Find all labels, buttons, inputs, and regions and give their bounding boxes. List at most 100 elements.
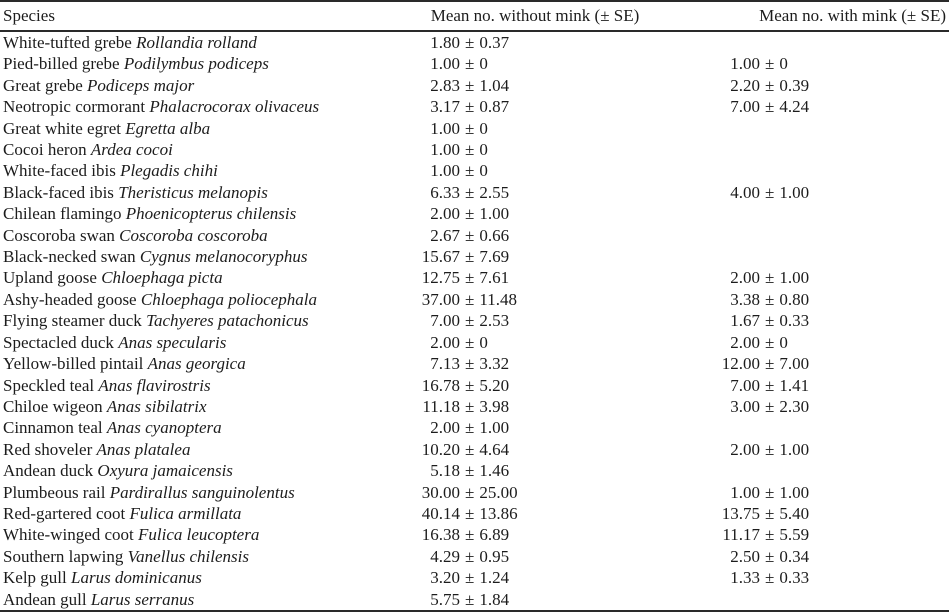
species-scientific-name: Larus serranus bbox=[90, 589, 195, 609]
se-value: 0.66 bbox=[479, 225, 510, 245]
mean-with-mink-cell: 7.00 ±4.24 bbox=[650, 96, 949, 117]
without-mink-value: 5.18 ±1.46 bbox=[420, 460, 509, 481]
mean-value: 1.00 bbox=[430, 118, 460, 138]
mean-value: 7.13 bbox=[430, 354, 460, 374]
species-scientific-name: Anas specularis bbox=[118, 332, 227, 352]
species-cell: Speckled teal Anas flavirostris bbox=[0, 375, 420, 396]
mean-value: 2.67 bbox=[430, 225, 460, 245]
se-value: 5.40 bbox=[779, 503, 810, 523]
with-mink-value: 12.00 ±7.00 bbox=[720, 353, 809, 374]
mean-without-mink-cell: 37.00 ±11.48 bbox=[420, 289, 650, 310]
plus-minus-sign: ± bbox=[765, 75, 775, 95]
species-scientific-name: Anas sibilatrix bbox=[106, 396, 207, 416]
without-mink-value: 6.33 ±2.55 bbox=[420, 182, 509, 203]
species-cell: Great white egret Egretta alba bbox=[0, 118, 420, 139]
mean-with-mink-cell: 2.00 ±0 bbox=[650, 332, 949, 353]
se-value: 0.34 bbox=[779, 546, 810, 566]
with-mink-value: 2.00 ±0 bbox=[720, 332, 788, 353]
table-row: Coscoroba swan Coscoroba coscoroba 2.67 ±… bbox=[0, 225, 949, 246]
mean-without-mink-cell: 16.38 ±6.89 bbox=[420, 524, 650, 545]
species-scientific-name: Podiceps major bbox=[87, 75, 195, 95]
mean-value: 10.20 bbox=[421, 439, 460, 459]
species-scientific-name: Vanellus chilensis bbox=[127, 546, 250, 566]
with-mink-value: 2.00 ±1.00 bbox=[720, 267, 809, 288]
plus-minus-sign: ± bbox=[465, 225, 475, 245]
species-cell: Flying steamer duck Tachyeres patachonic… bbox=[0, 310, 420, 331]
mean-value: 1.67 bbox=[730, 311, 760, 331]
species-scientific-name: Pardirallus sanguinolentus bbox=[109, 482, 295, 502]
mean-value: 5.18 bbox=[430, 461, 460, 481]
with-mink-value: 11.17 ±5.59 bbox=[720, 524, 809, 545]
species-scientific-name: Ardea cocoi bbox=[90, 140, 173, 160]
mean-value: 12.75 bbox=[421, 268, 460, 288]
se-value: 7.00 bbox=[779, 354, 810, 374]
mean-without-mink-cell: 10.20 ±4.64 bbox=[420, 439, 650, 460]
se-value: 5.59 bbox=[779, 525, 810, 545]
species-cell: Andean gull Larus serranus bbox=[0, 588, 420, 612]
species-cell: Red-gartered coot Fulica armillata bbox=[0, 503, 420, 524]
with-mink-value: 3.00 ±2.30 bbox=[720, 396, 809, 417]
plus-minus-sign: ± bbox=[465, 503, 475, 523]
species-cell: Red shoveler Anas platalea bbox=[0, 439, 420, 460]
species-common-name: Black-faced ibis bbox=[3, 182, 114, 202]
mean-without-mink-cell: 2.67 ±0.66 bbox=[420, 225, 650, 246]
mean-value: 3.38 bbox=[730, 289, 760, 309]
species-cell: Chilean flamingo Phoenicopterus chilensi… bbox=[0, 203, 420, 224]
table-row: White-faced ibis Plegadis chihi 1.00 ±0 bbox=[0, 160, 949, 181]
without-mink-value: 12.75 ±7.61 bbox=[420, 267, 509, 288]
without-mink-value: 3.17 ±0.87 bbox=[420, 96, 509, 117]
species-cell: Black-faced ibis Theristicus melanopis bbox=[0, 182, 420, 203]
species-scientific-name: Oxyura jamaicensis bbox=[97, 461, 233, 481]
mean-with-mink-cell: 4.00 ±1.00 bbox=[650, 182, 949, 203]
mean-without-mink-cell: 30.00 ±25.00 bbox=[420, 482, 650, 503]
se-value: 6.89 bbox=[479, 525, 510, 545]
species-common-name: Neotropic cormorant bbox=[3, 97, 146, 117]
mean-value: 6.33 bbox=[430, 182, 460, 202]
species-cell: Great grebe Podiceps major bbox=[0, 75, 420, 96]
table-row: White-tufted grebe Rollandia rolland 1.8… bbox=[0, 31, 949, 53]
se-value: 0.37 bbox=[479, 33, 510, 52]
mean-with-mink-cell bbox=[650, 225, 949, 246]
se-value: 3.98 bbox=[479, 396, 510, 416]
with-mink-value: 3.38 ±0.80 bbox=[720, 289, 809, 310]
mean-with-mink-cell: 2.50 ±0.34 bbox=[650, 546, 949, 567]
with-mink-value: 1.67 ±0.33 bbox=[720, 310, 809, 331]
mean-without-mink-cell: 16.78 ±5.20 bbox=[420, 375, 650, 396]
species-scientific-name: Chloephaga poliocephala bbox=[140, 289, 317, 309]
plus-minus-sign: ± bbox=[465, 568, 475, 588]
species-scientific-name: Plegadis chihi bbox=[120, 161, 218, 181]
mean-value: 12.00 bbox=[721, 354, 760, 374]
mean-value: 4.00 bbox=[730, 182, 760, 202]
species-scientific-name: Larus dominicanus bbox=[71, 568, 202, 588]
plus-minus-sign: ± bbox=[765, 375, 775, 395]
plus-minus-sign: ± bbox=[465, 54, 475, 74]
plus-minus-sign: ± bbox=[765, 396, 775, 416]
mean-value: 16.38 bbox=[421, 525, 460, 545]
plus-minus-sign: ± bbox=[465, 461, 475, 481]
plus-minus-sign: ± bbox=[465, 396, 475, 416]
se-value: 0.80 bbox=[779, 289, 810, 309]
se-value: 25.00 bbox=[479, 482, 518, 502]
mean-value: 15.67 bbox=[421, 247, 460, 267]
without-mink-value: 1.80 ±0.37 bbox=[420, 32, 509, 53]
mean-with-mink-cell: 11.17 ±5.59 bbox=[650, 524, 949, 545]
species-common-name: White-winged coot bbox=[3, 525, 134, 545]
plus-minus-sign: ± bbox=[465, 439, 475, 459]
mean-without-mink-cell: 11.18 ±3.98 bbox=[420, 396, 650, 417]
se-value: 1.00 bbox=[779, 268, 810, 288]
mean-without-mink-cell: 15.67 ±7.69 bbox=[420, 246, 650, 267]
mean-value: 13.75 bbox=[721, 503, 760, 523]
mean-without-mink-cell: 7.13 ±3.32 bbox=[420, 353, 650, 374]
species-scientific-name: Chloephaga picta bbox=[101, 268, 223, 288]
table-row: Speckled teal Anas flavirostris 16.78 ±5.… bbox=[0, 375, 949, 396]
mean-with-mink-cell bbox=[650, 417, 949, 438]
species-common-name: Yellow-billed pintail bbox=[3, 354, 144, 374]
species-common-name: Black-necked swan bbox=[3, 247, 136, 267]
plus-minus-sign: ± bbox=[765, 354, 775, 374]
without-mink-value: 16.78 ±5.20 bbox=[420, 375, 509, 396]
se-value: 1.84 bbox=[479, 589, 510, 609]
mean-with-mink-cell: 1.67 ±0.33 bbox=[650, 310, 949, 331]
table-row: Spectacled duck Anas specularis 2.00 ±0 2… bbox=[0, 332, 949, 353]
table-row: Chilean flamingo Phoenicopterus chilensi… bbox=[0, 203, 949, 224]
